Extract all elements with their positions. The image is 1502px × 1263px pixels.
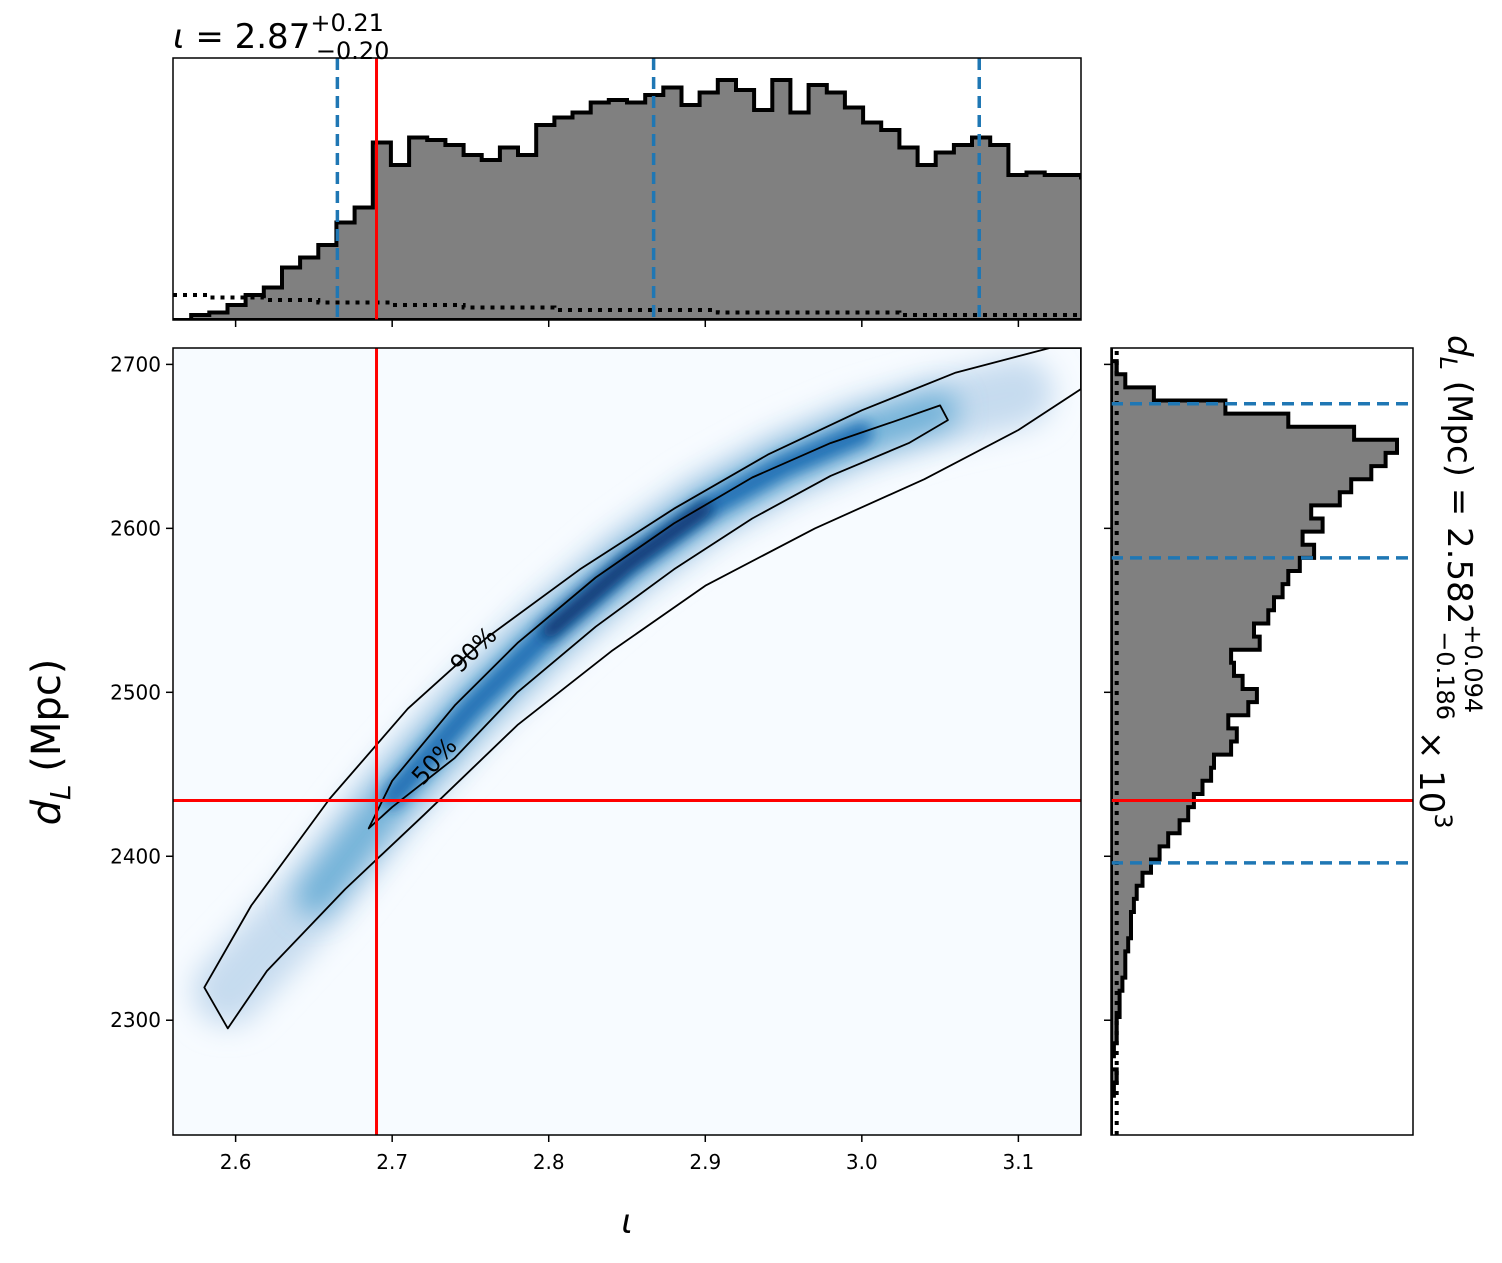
dL-marker-lines bbox=[1111, 401, 1413, 865]
density-peak bbox=[541, 501, 713, 639]
iota-panel-frame bbox=[172, 57, 1082, 321]
x-axis-label: ι bbox=[621, 1202, 633, 1242]
dL-histogram bbox=[1111, 348, 1399, 1135]
iota-marker-lines bbox=[335, 58, 981, 320]
x-tick-label: 2.6 bbox=[220, 1150, 252, 1174]
x-tick-label: 2.9 bbox=[689, 1150, 721, 1174]
joint-density-panel: 50%90% 2.6 2.7 2.8 2.9 3.0 3.1230024002500260… bbox=[24, 347, 1082, 1242]
credible-contours bbox=[203, 348, 1081, 1030]
density-map bbox=[192, 357, 1054, 1026]
x-tick-label: 3.0 bbox=[846, 1150, 878, 1174]
dL-marginal-panel: dL (Mpc) = 2.582+0.094−0.186 × 103 bbox=[1104, 335, 1487, 1136]
y-tick-label: 2600 bbox=[110, 516, 161, 540]
dL-hist-fill bbox=[1111, 348, 1397, 1135]
y-tick-label: 2500 bbox=[110, 680, 161, 704]
main-panel-ticks: 2.6 2.7 2.8 2.9 3.0 3.1 2300 2400 2500 2600 2700 bbox=[110, 352, 1034, 1174]
contour-90 bbox=[203, 348, 1081, 1030]
iota-hist-edge bbox=[173, 78, 1081, 320]
main-panel-frame bbox=[172, 347, 1082, 1136]
y-tick-label: 2400 bbox=[110, 844, 161, 868]
iota-hist-fill bbox=[173, 80, 1081, 320]
dL-hist-edge bbox=[1111, 348, 1399, 1135]
iota-summary-title: ι = 2.87+0.21 −0.20 bbox=[173, 9, 389, 65]
x-tick-label: 3.1 bbox=[1002, 1150, 1034, 1174]
iota-histogram bbox=[173, 78, 1081, 320]
dL-panel-ticks bbox=[1104, 363, 1111, 1021]
y-tick-label: 2700 bbox=[110, 352, 161, 376]
injection-lines bbox=[173, 348, 1081, 1135]
x-tick-label: 2.8 bbox=[533, 1150, 565, 1174]
contour-50 bbox=[367, 404, 949, 830]
x-tick-label: 2.7 bbox=[376, 1150, 408, 1174]
y-tick-label: 2300 bbox=[110, 1008, 161, 1032]
iota-prior bbox=[173, 293, 1081, 317]
dL-summary-title: dL (Mpc) = 2.582+0.094−0.186 × 103 bbox=[1411, 335, 1487, 829]
density-background bbox=[173, 348, 1081, 1135]
iota-panel-ticks bbox=[234, 320, 1020, 327]
y-axis-label: dL (Mpc) bbox=[24, 659, 77, 826]
dL-panel-frame bbox=[1110, 347, 1414, 1136]
iota-marginal-panel: ι = 2.87+0.21 −0.20 bbox=[172, 9, 1082, 327]
